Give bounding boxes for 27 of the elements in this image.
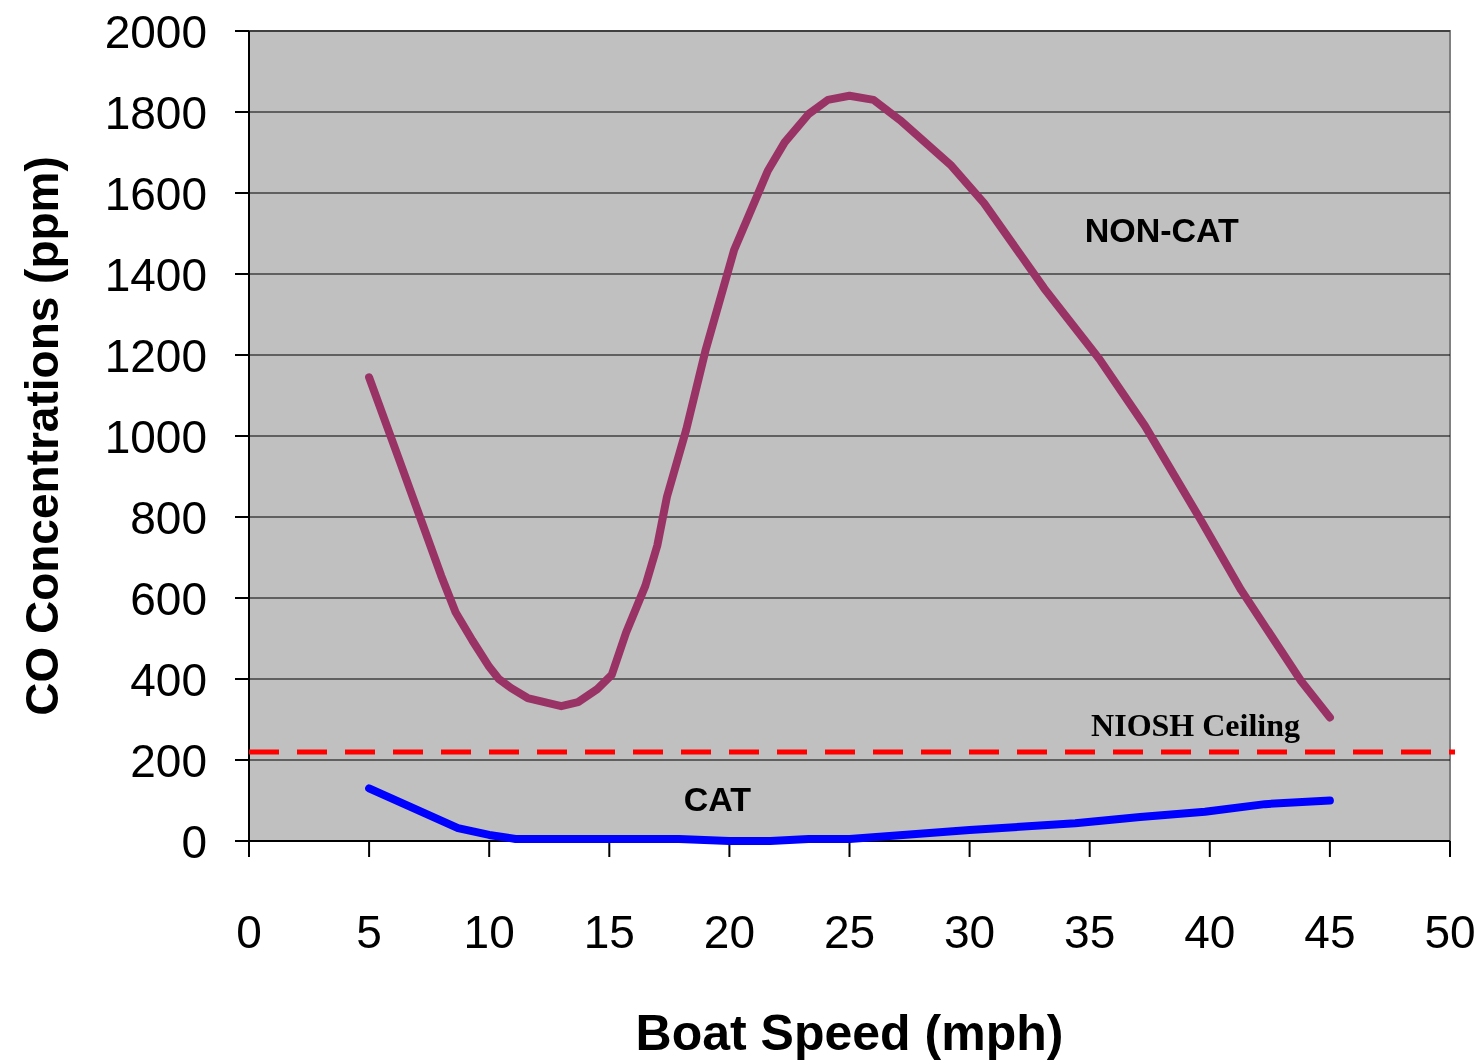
y-tick-label: 200 (130, 734, 207, 787)
y-tick-label: 800 (130, 491, 207, 544)
y-tick-label: 1000 (104, 410, 207, 463)
x-tick-label: 35 (1064, 906, 1116, 958)
series-label: NON-CAT (1084, 210, 1240, 249)
series-label: CAT (683, 779, 752, 818)
x-tick-label: 0 (236, 906, 262, 958)
y-tick-label: 1800 (104, 86, 207, 139)
y-tick-label: 600 (130, 572, 207, 625)
x-tick-label: 20 (703, 906, 755, 958)
x-tick-label: 15 (583, 906, 635, 958)
y-tick-label: 2000 (104, 5, 207, 58)
x-tick-label: 10 (463, 906, 515, 958)
y-tick-label: 400 (130, 653, 207, 706)
x-tick-label: 45 (1304, 906, 1356, 958)
y-tick-label: 0 (181, 815, 207, 868)
x-tick-label: 5 (356, 906, 382, 958)
x-tick-label: 25 (823, 906, 876, 958)
x-tick-label: 40 (1184, 906, 1236, 958)
ref-line-label: NIOSH Ceiling (1091, 706, 1300, 743)
x-axis-title: Boat Speed (mph) (635, 1005, 1064, 1061)
x-tick-label: 50 (1424, 906, 1476, 958)
y-axis-title: CO Concentrations (ppm) (16, 156, 68, 716)
y-tick-label: 1200 (104, 329, 207, 382)
y-tick-label: 1600 (104, 167, 207, 220)
y-tick-label: 1400 (104, 248, 207, 301)
x-tick-label: 30 (944, 906, 996, 958)
